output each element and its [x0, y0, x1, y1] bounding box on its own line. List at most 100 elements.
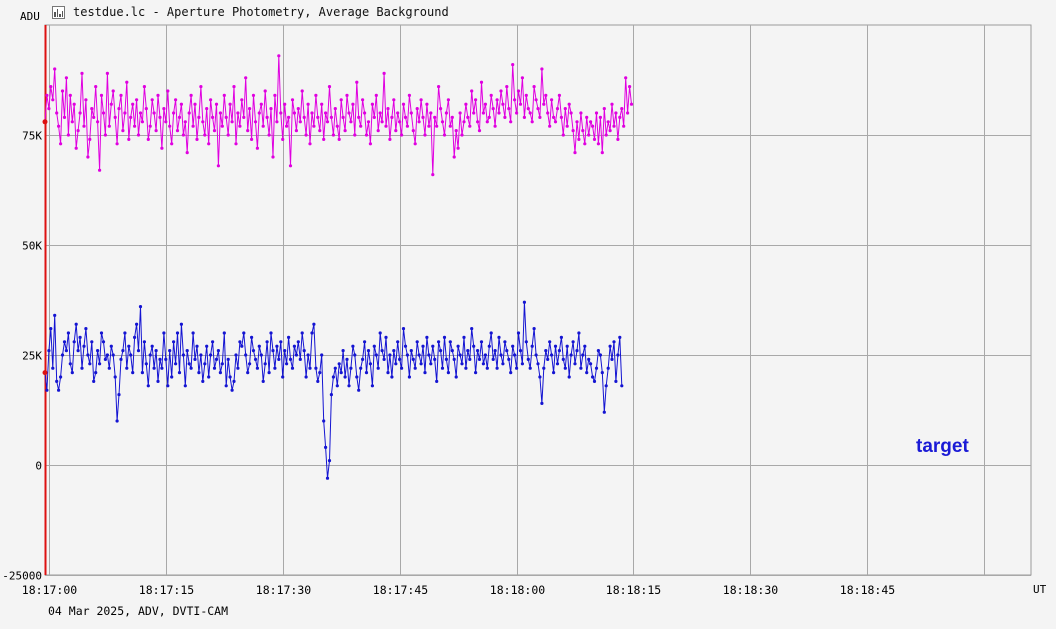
data-point-comparison	[419, 98, 423, 102]
data-point-comparison	[481, 111, 485, 115]
data-point-comparison	[140, 120, 144, 124]
data-point-target	[353, 353, 357, 357]
data-point-comparison	[355, 80, 359, 84]
data-point-comparison	[423, 133, 427, 137]
y-tick-label: -25000	[2, 570, 42, 583]
title-bar: testdue.lc - Aperture Photometry, Averag…	[52, 3, 449, 21]
data-point-target	[437, 340, 441, 344]
data-point-target	[546, 357, 550, 361]
data-point-comparison	[302, 115, 306, 119]
data-point-target	[530, 344, 534, 348]
data-point-target	[398, 357, 402, 361]
data-point-target	[99, 331, 104, 335]
data-point-target	[596, 349, 601, 353]
data-point-comparison	[312, 124, 316, 128]
data-point-target	[121, 349, 125, 353]
data-point-comparison	[503, 115, 507, 119]
data-point-comparison	[55, 111, 59, 115]
data-point-target	[105, 353, 109, 357]
data-point-comparison	[175, 129, 180, 133]
data-point-target	[86, 353, 90, 357]
data-point-comparison	[74, 146, 78, 150]
data-point-comparison	[84, 98, 88, 102]
data-point-target	[573, 362, 577, 366]
data-point-comparison	[612, 124, 616, 128]
data-point-comparison	[542, 102, 546, 106]
data-point-target	[431, 344, 435, 348]
data-point-target	[604, 384, 608, 388]
data-point-comparison	[550, 98, 554, 102]
data-point-target	[57, 388, 61, 392]
data-point-comparison	[288, 164, 293, 168]
data-point-comparison	[325, 120, 330, 124]
data-point-comparison	[477, 129, 482, 133]
data-point-comparison	[394, 129, 398, 133]
data-point-target	[470, 327, 474, 331]
data-point-comparison	[53, 67, 57, 71]
data-point-comparison	[271, 155, 275, 159]
data-point-target	[51, 366, 55, 370]
data-point-comparison	[626, 111, 630, 115]
data-point-comparison	[368, 142, 372, 146]
x-axis-label: UT	[1033, 583, 1047, 596]
data-point-comparison	[587, 133, 591, 137]
data-point-target	[88, 362, 92, 366]
data-point-comparison	[390, 115, 394, 119]
data-point-target	[581, 353, 585, 357]
data-point-target	[349, 366, 353, 370]
data-point-target	[230, 388, 234, 392]
data-point-target	[413, 366, 417, 370]
data-point-comparison	[589, 120, 593, 124]
data-point-target	[90, 340, 94, 344]
data-point-comparison	[49, 85, 53, 89]
data-point-target	[273, 366, 277, 370]
data-point-comparison	[185, 151, 189, 155]
data-point-comparison	[608, 129, 612, 133]
data-point-target	[425, 335, 429, 339]
data-point-comparison	[359, 124, 363, 128]
data-point-target	[468, 357, 472, 361]
data-point-comparison	[314, 93, 318, 97]
data-point-target	[271, 349, 275, 353]
data-point-comparison	[386, 107, 390, 111]
data-point-comparison	[76, 129, 80, 133]
data-point-target	[74, 322, 78, 326]
data-point-target	[585, 371, 589, 375]
data-point-target	[324, 445, 328, 449]
y-tick-label: 75K	[22, 130, 42, 143]
data-point-target	[594, 366, 599, 370]
data-point-comparison	[246, 129, 250, 133]
data-point-target	[614, 379, 618, 383]
data-point-target	[458, 353, 462, 357]
data-point-target	[600, 371, 604, 375]
data-point-target	[372, 344, 376, 348]
data-point-comparison	[331, 133, 335, 137]
data-point-comparison	[437, 85, 441, 89]
data-point-comparison	[160, 146, 164, 150]
data-point-target	[298, 357, 302, 361]
data-point-comparison	[148, 124, 152, 128]
data-point-comparison	[107, 124, 111, 128]
data-point-comparison	[296, 107, 300, 111]
data-point-comparison	[103, 133, 107, 137]
data-point-target	[222, 331, 226, 335]
data-point-target	[351, 344, 355, 348]
data-point-target	[483, 353, 487, 357]
data-point-target	[281, 375, 285, 379]
data-point-target	[238, 340, 242, 344]
data-point-target	[302, 349, 306, 353]
data-point-comparison	[565, 124, 569, 128]
data-point-target	[263, 362, 267, 366]
data-point-comparison	[596, 142, 601, 146]
data-point-target	[142, 340, 146, 344]
data-point-comparison	[318, 129, 322, 133]
data-point-comparison	[388, 137, 392, 141]
data-point-target	[591, 375, 595, 379]
x-tick-label: 18:18:00	[490, 583, 545, 597]
data-point-comparison	[628, 85, 632, 89]
data-point-target	[524, 340, 528, 344]
data-point-target	[212, 366, 217, 370]
data-point-comparison	[320, 102, 324, 106]
data-point-comparison	[172, 111, 176, 115]
data-point-target	[620, 384, 624, 388]
